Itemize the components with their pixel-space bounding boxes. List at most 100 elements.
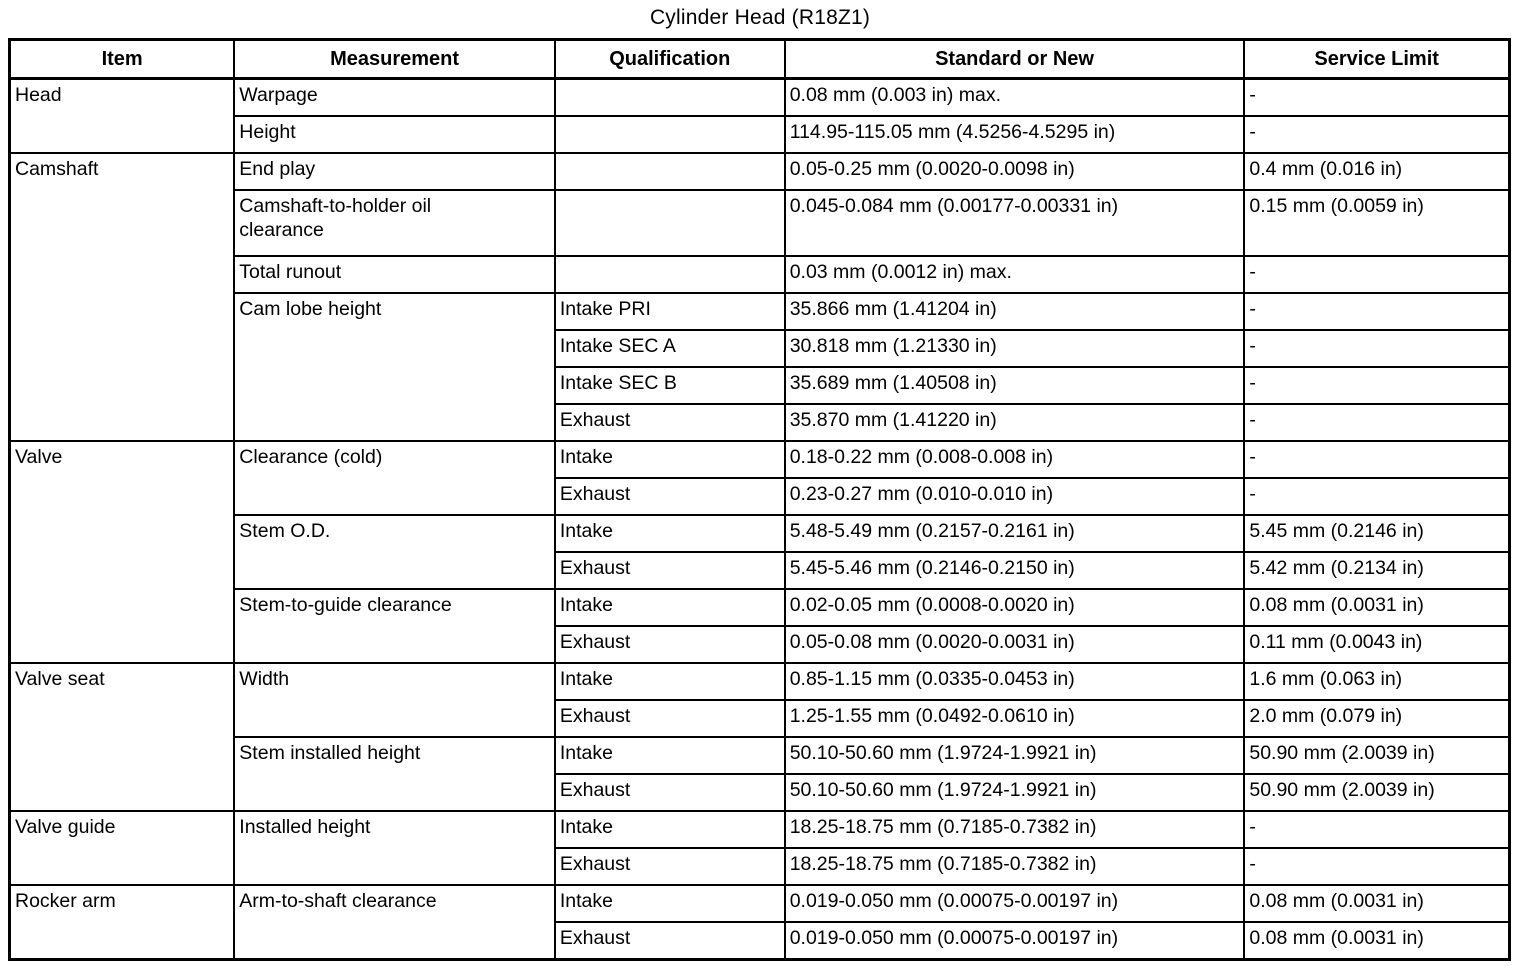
measurement-cell: Stem O.D.: [233, 514, 556, 590]
service-limit-cell: 5.45 mm (0.2146 in): [1243, 514, 1511, 553]
service-limit-cell: 0.08 mm (0.0031 in): [1243, 588, 1511, 627]
qualification-cell: Intake SEC B: [553, 366, 786, 405]
service-limit-cell: -: [1243, 810, 1511, 849]
item-cell: Head: [8, 77, 236, 154]
service-limit-cell: 5.42 mm (0.2134 in): [1243, 551, 1511, 590]
standard-cell: 35.866 mm (1.41204 in): [783, 292, 1246, 331]
standard-cell: 0.85-1.15 mm (0.0335-0.0453 in): [783, 662, 1246, 701]
qualification-cell: Exhaust: [553, 477, 786, 516]
table-row: Rocker arm Arm-to-shaft clearance Intake…: [8, 884, 1511, 961]
table-row: Cam lobe height Intake PRI 35.866 mm (1.…: [10, 292, 1511, 442]
qualification-cell: [553, 152, 786, 191]
measurement-text: Camshaft-to-holder oil clearance: [239, 195, 432, 242]
item-cell: Camshaft: [8, 152, 236, 442]
standard-cell: 0.019-0.050 mm (0.00075-0.00197 in): [783, 884, 1246, 923]
cylinder-head-spec-table: Item Measurement Qualification Standard …: [8, 38, 1511, 961]
table-row: Exhaust 0.019-0.050 mm (0.00075-0.00197 …: [10, 921, 1511, 961]
standard-cell: 114.95-115.05 mm (4.5256-4.5295 in): [783, 115, 1246, 154]
qualification-cell: Intake: [553, 440, 786, 479]
table-row: Exhaust 35.870 mm (1.41220 in) -: [10, 403, 1511, 442]
table-body: Head Warpage 0.08 mm (0.003 in) max. - H…: [8, 77, 1511, 961]
qualification-cell: [553, 77, 786, 117]
table-row: Valve guide Installed height Intake 18.2…: [8, 810, 1511, 886]
table-row: Stem-to-guide clearance Intake 0.02-0.05…: [10, 588, 1511, 664]
table-row: Valve Clearance (cold) Intake 0.18-0.22 …: [8, 440, 1511, 664]
qualification-cell: Exhaust: [553, 699, 786, 738]
standard-cell: 0.05-0.08 mm (0.0020-0.0031 in): [783, 625, 1246, 664]
table-row: Stem O.D. Intake 5.48-5.49 mm (0.2157-0.…: [10, 514, 1511, 590]
service-limit-cell: -: [1243, 477, 1511, 516]
measurement-cell: Warpage: [233, 77, 556, 117]
standard-cell: 0.18-0.22 mm (0.008-0.008 in): [783, 440, 1246, 479]
qualification-cell: [553, 189, 786, 257]
table-row: Stem installed height Intake 50.10-50.60…: [10, 736, 1511, 812]
measurement-cell: Cam lobe height: [233, 292, 556, 442]
standard-cell: 5.48-5.49 mm (0.2157-0.2161 in): [783, 514, 1246, 553]
column-header-qualification: Qualification: [553, 38, 786, 80]
standard-cell: 18.25-18.75 mm (0.7185-0.7382 in): [783, 810, 1246, 849]
measurement-cell: Stem-to-guide clearance: [233, 588, 556, 664]
table-row: Height 114.95-115.05 mm (4.5256-4.5295 i…: [10, 115, 1511, 154]
standard-cell: 50.10-50.60 mm (1.9724-1.9921 in): [783, 736, 1246, 775]
qualification-cell: Exhaust: [553, 625, 786, 664]
table-row: Exhaust 0.23-0.27 mm (0.010-0.010 in) -: [10, 477, 1511, 516]
standard-cell: 35.870 mm (1.41220 in): [783, 403, 1246, 442]
standard-cell: 50.10-50.60 mm (1.9724-1.9921 in): [783, 773, 1246, 812]
qualification-cell: Exhaust: [553, 773, 786, 812]
qualification-cell: Intake: [553, 810, 786, 849]
column-header-measurement: Measurement: [233, 38, 556, 80]
item-cell: Rocker arm: [8, 884, 236, 961]
standard-cell: 0.08 mm (0.003 in) max.: [783, 77, 1246, 117]
qualification-cell: Intake: [553, 588, 786, 627]
service-limit-cell: -: [1243, 403, 1511, 442]
measurement-cell: Clearance (cold): [233, 440, 556, 516]
service-limit-cell: 0.08 mm (0.0031 in): [1243, 921, 1511, 961]
table-header: Item Measurement Qualification Standard …: [8, 38, 1511, 80]
service-limit-cell: -: [1243, 255, 1511, 294]
measurement-cell: Stem installed height: [233, 736, 556, 812]
service-limit-cell: 50.90 mm (2.0039 in): [1243, 773, 1511, 812]
qualification-cell: Intake: [553, 514, 786, 553]
service-limit-cell: -: [1243, 440, 1511, 479]
standard-cell: 0.03 mm (0.0012 in) max.: [783, 255, 1246, 294]
service-limit-cell: -: [1243, 77, 1511, 117]
header-row: Item Measurement Qualification Standard …: [8, 38, 1511, 80]
table-row: Camshaft-to-holder oil clearance 0.045-0…: [10, 189, 1511, 257]
measurement-cell: Height: [233, 115, 556, 154]
service-limit-cell: 0.08 mm (0.0031 in): [1243, 884, 1511, 923]
standard-cell: 30.818 mm (1.21330 in): [783, 329, 1246, 368]
table-row: Head Warpage 0.08 mm (0.003 in) max. -: [8, 77, 1511, 154]
table-row: Camshaft End play 0.05-0.25 mm (0.0020-0…: [8, 152, 1511, 442]
qualification-cell: Intake: [553, 884, 786, 923]
table-row: Exhaust 18.25-18.75 mm (0.7185-0.7382 in…: [10, 847, 1511, 886]
table-row: Exhaust 5.45-5.46 mm (0.2146-0.2150 in) …: [10, 551, 1511, 590]
standard-cell: 0.019-0.050 mm (0.00075-0.00197 in): [783, 921, 1246, 961]
standard-cell: 0.02-0.05 mm (0.0008-0.0020 in): [783, 588, 1246, 627]
service-limit-cell: -: [1243, 292, 1511, 331]
qualification-cell: Intake: [553, 662, 786, 701]
table-row: Total runout 0.03 mm (0.0012 in) max. -: [10, 255, 1511, 294]
service-limit-cell: -: [1243, 366, 1511, 405]
standard-cell: 5.45-5.46 mm (0.2146-0.2150 in): [783, 551, 1246, 590]
item-cell: Valve seat: [8, 662, 236, 812]
item-cell: Valve guide: [8, 810, 236, 886]
table-row: Exhaust 1.25-1.55 mm (0.0492-0.0610 in) …: [10, 699, 1511, 738]
column-header-item: Item: [8, 38, 236, 80]
page-title: Cylinder Head (R18Z1): [649, 6, 871, 29]
table-row: Intake SEC A 30.818 mm (1.21330 in) -: [10, 329, 1511, 368]
measurement-cell: Width: [233, 662, 556, 738]
standard-cell: 18.25-18.75 mm (0.7185-0.7382 in): [783, 847, 1246, 886]
standard-cell: 35.689 mm (1.40508 in): [783, 366, 1246, 405]
column-header-service-limit: Service Limit: [1243, 38, 1511, 80]
table-row: Exhaust 50.10-50.60 mm (1.9724-1.9921 in…: [10, 773, 1511, 812]
table-row: Intake SEC B 35.689 mm (1.40508 in) -: [10, 366, 1511, 405]
service-limit-cell: 2.0 mm (0.079 in): [1243, 699, 1511, 738]
item-cell: Valve: [8, 440, 236, 664]
service-limit-cell: 50.90 mm (2.0039 in): [1243, 736, 1511, 775]
measurement-cell: End play: [233, 152, 556, 191]
qualification-cell: Intake: [553, 736, 786, 775]
qualification-cell: [553, 115, 786, 154]
service-limit-cell: 0.11 mm (0.0043 in): [1243, 625, 1511, 664]
column-header-standard-or-new: Standard or New: [783, 38, 1246, 80]
service-limit-cell: 0.4 mm (0.016 in): [1243, 152, 1511, 191]
